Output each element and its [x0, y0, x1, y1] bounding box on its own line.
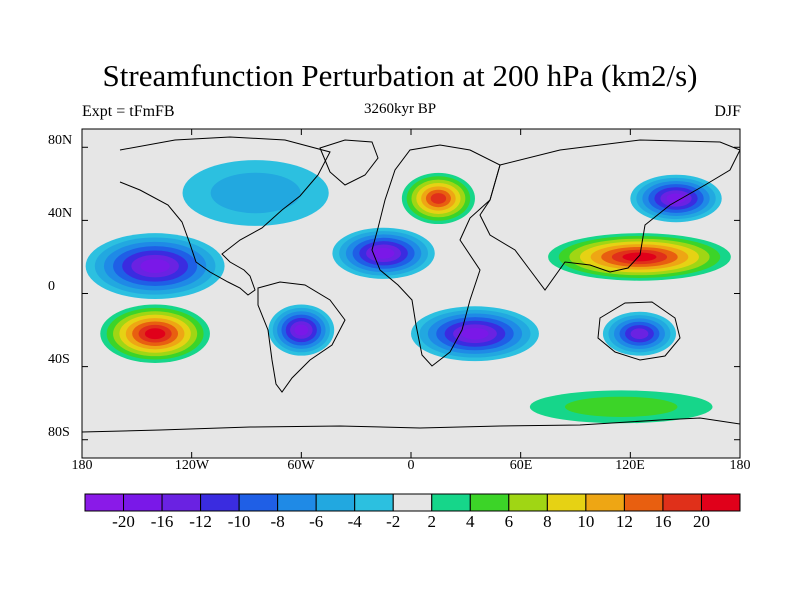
- colorbar-box: [84, 493, 125, 512]
- contour-high-asia-subtropics: [622, 252, 657, 262]
- season-label: DJF: [714, 103, 741, 120]
- lon-tick-label: 60W: [287, 458, 315, 473]
- colorbar-box: [392, 493, 433, 512]
- colorbar-box: [585, 493, 625, 512]
- lat-tick-label: 40S: [48, 352, 70, 367]
- colorbar-box: [546, 493, 587, 512]
- contour-low-south-america: [294, 324, 309, 336]
- colorbar-box: [161, 493, 202, 512]
- lat-tick-label: 80N: [48, 133, 73, 148]
- colorbar-label: -20: [112, 512, 135, 531]
- coastline-greenland: [319, 139, 379, 186]
- contour-low-indian-australia: [630, 328, 649, 340]
- colorbar-box: [277, 493, 317, 512]
- plot-title: Streamfunction Perturbation at 200 hPa (…: [102, 58, 698, 93]
- experiment-label: Expt = tFmFB: [82, 103, 175, 120]
- colorbar-box: [700, 493, 741, 512]
- colorbar: [84, 493, 741, 512]
- colorbar-label: -10: [227, 512, 251, 531]
- colorbar-box: [662, 493, 702, 512]
- time-label: 3260kyr BP: [363, 101, 437, 117]
- lon-tick-label: 0: [407, 458, 415, 473]
- contour-low-atlantic-north: [372, 247, 395, 259]
- colorbar-box: [623, 493, 664, 512]
- colorbar-label: 4: [466, 512, 475, 531]
- colorbar-box: [431, 493, 471, 512]
- colorbar-label: 6: [504, 512, 514, 531]
- coastline-australia: [597, 301, 681, 361]
- colorbar-label: -6: [309, 512, 324, 531]
- colorbar-label: 20: [692, 512, 710, 531]
- colorbar-box: [200, 493, 240, 512]
- coastline-layer: [82, 136, 740, 433]
- lat-tick-label: 80S: [48, 425, 70, 440]
- lon-tick-label: 180: [71, 458, 93, 473]
- contour-high-southern-ocean: [564, 396, 678, 417]
- contour-fill-layer: [85, 160, 731, 424]
- contour-high-south-pacific: [144, 328, 166, 340]
- coastline-north-america: [119, 136, 331, 296]
- colorbar-box: [315, 493, 356, 512]
- coastline-antarctica: [82, 417, 740, 433]
- contour-low-canada: [210, 172, 301, 214]
- colorbar-label: 10: [577, 512, 595, 531]
- lon-tick-label: 180: [729, 458, 751, 473]
- colorbar-box: [123, 493, 163, 512]
- lon-tick-label: 120W: [174, 458, 210, 473]
- colorbar-label: -16: [150, 512, 174, 531]
- colorbar-box: [508, 493, 548, 512]
- colorbar-label: 2: [427, 512, 437, 531]
- coastline-asia: [479, 139, 740, 291]
- colorbar-label: -12: [189, 512, 212, 531]
- colorbar-label: 8: [543, 512, 552, 531]
- contour-high-europe: [430, 193, 447, 204]
- colorbar-label: 12: [615, 512, 633, 531]
- colorbar-box: [238, 493, 279, 512]
- contour-low-south-atlantic-africa: [461, 327, 489, 340]
- axis-ticks: [81, 129, 741, 458]
- colorbar-label: -8: [270, 512, 285, 531]
- lon-tick-label: 60E: [509, 458, 533, 473]
- lon-tick-label: 120E: [615, 458, 645, 473]
- contour-low-pacific-north: [140, 259, 170, 274]
- coastline-europe-africa: [371, 144, 501, 367]
- colorbar-label: 16: [654, 512, 672, 531]
- colorbar-label: -4: [347, 512, 362, 531]
- lat-tick-label: 0: [48, 279, 55, 294]
- coastline-south-america: [257, 281, 346, 393]
- colorbar-label: -2: [386, 512, 401, 531]
- contour-low-north-pacific-asia: [666, 193, 686, 204]
- colorbar-box: [469, 493, 510, 512]
- lat-tick-label: 40N: [48, 206, 73, 221]
- colorbar-box: [354, 493, 394, 512]
